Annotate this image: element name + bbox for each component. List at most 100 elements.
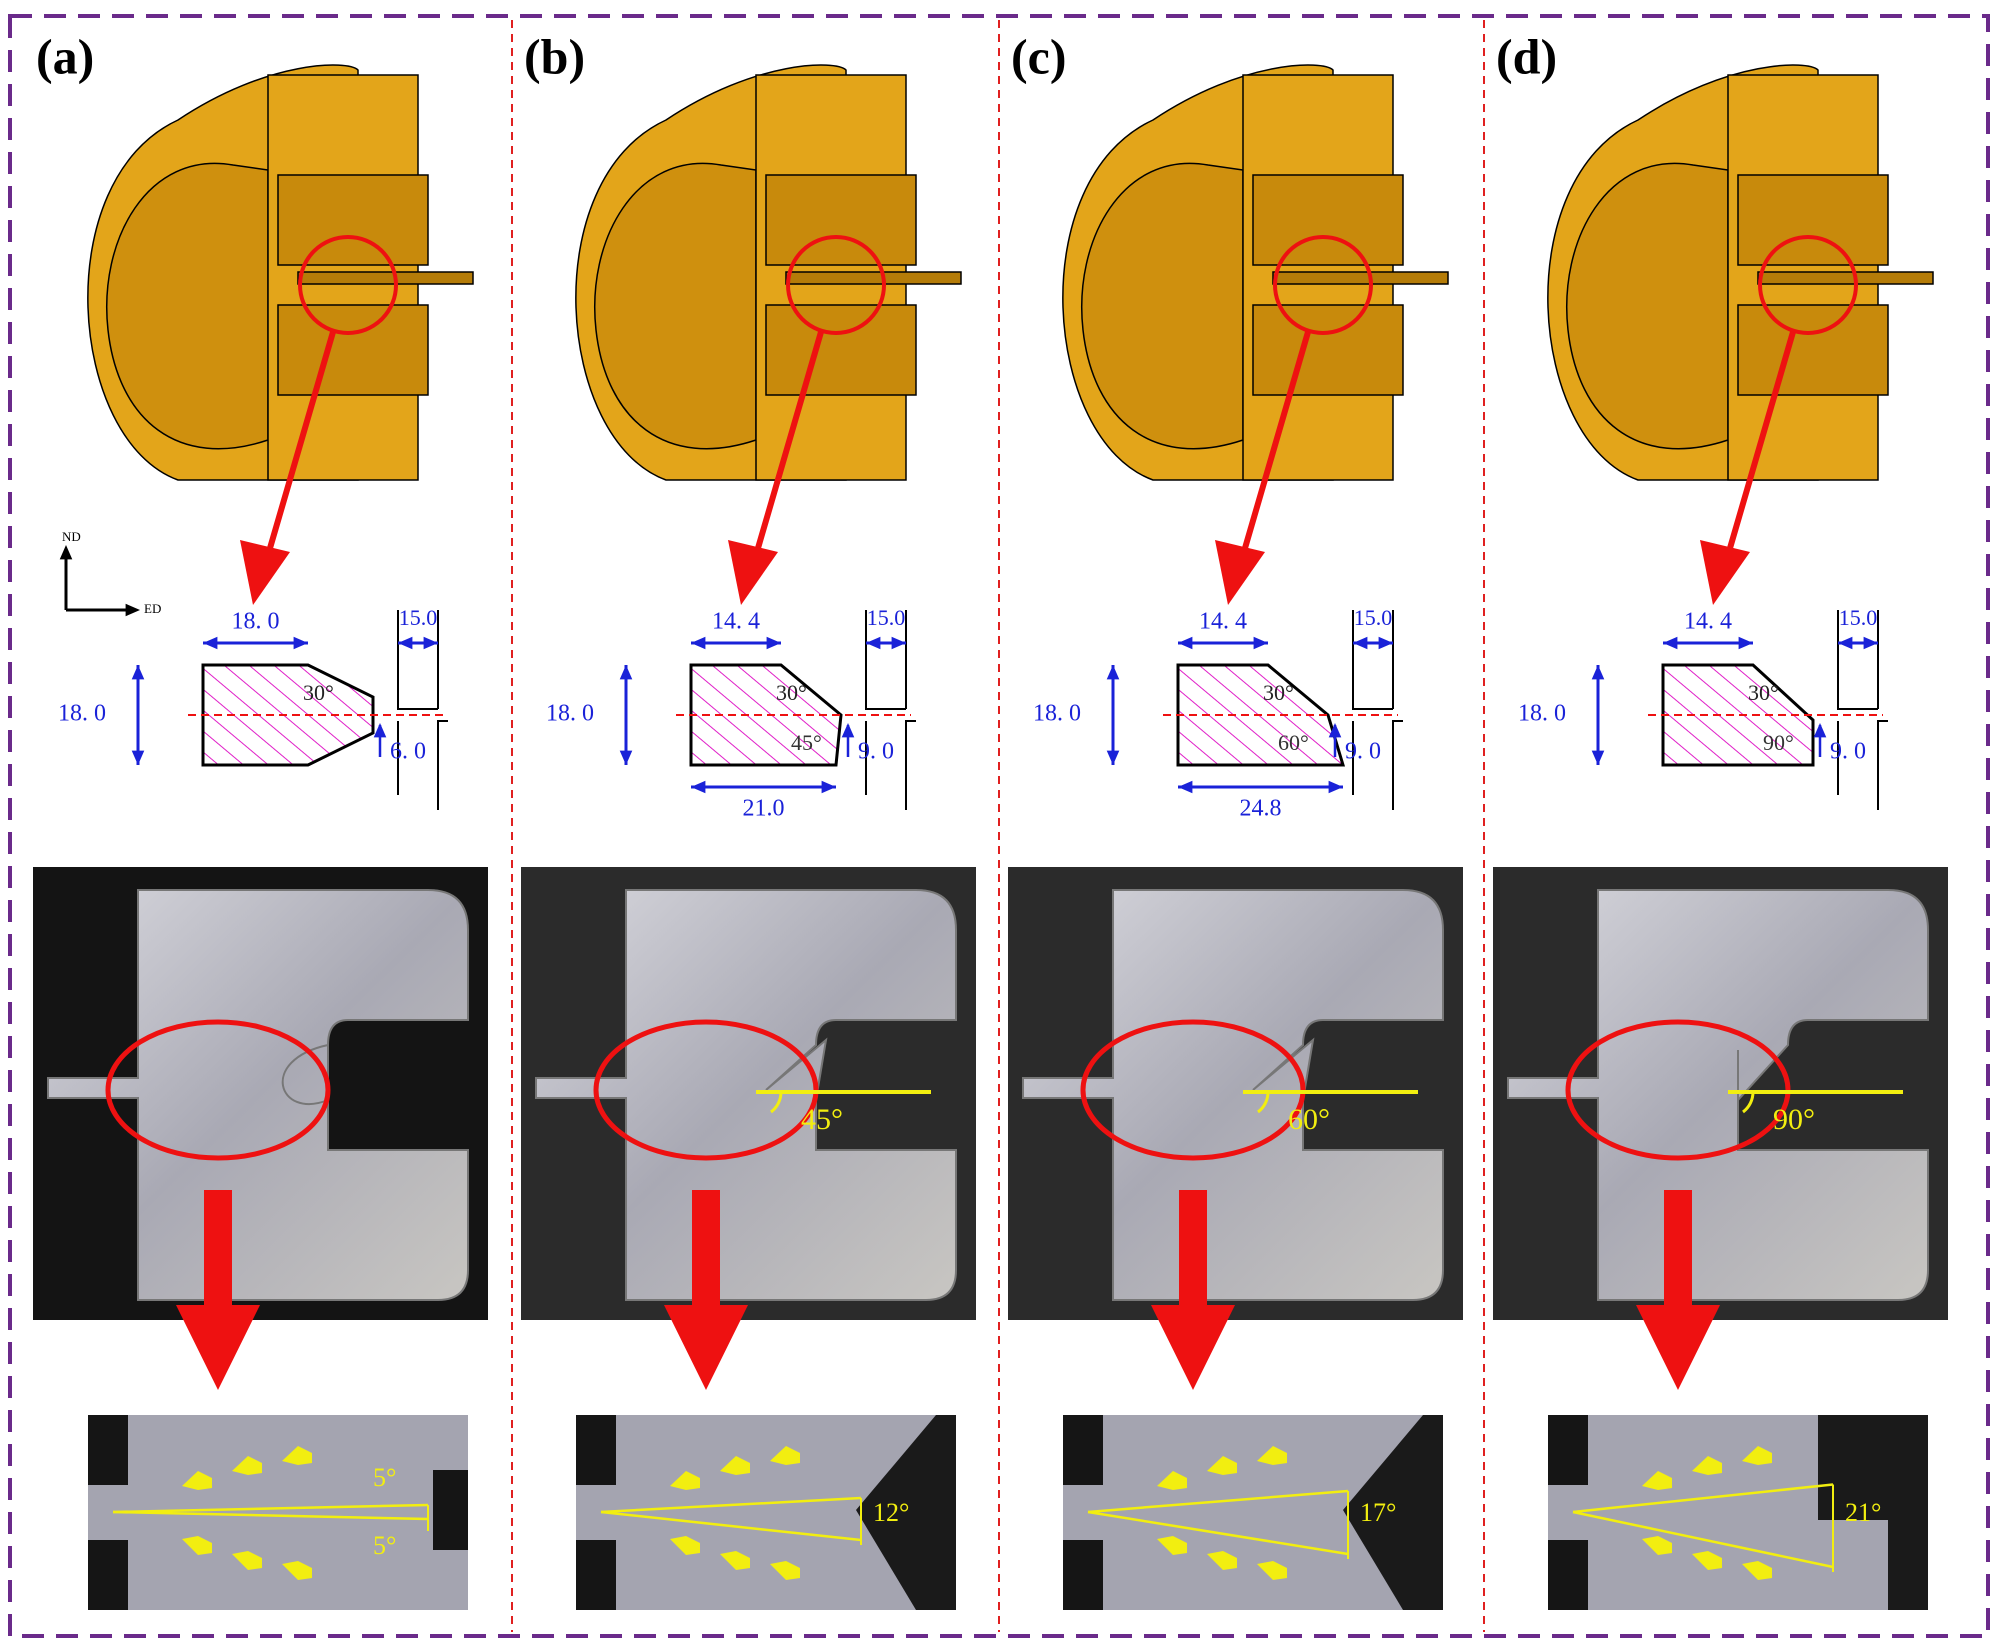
arrow-head	[1106, 665, 1120, 680]
flow-arrow	[720, 1456, 750, 1475]
arrow-head	[131, 665, 145, 680]
pointer-arrow	[753, 331, 824, 556]
angle-label: 21°	[1845, 1498, 1881, 1527]
specimen	[47, 889, 469, 1301]
deformed-zone	[201, 663, 375, 767]
flow-line	[1087, 1489, 1349, 1514]
angle-label: 5°	[373, 1531, 396, 1560]
flow-arrow	[770, 1561, 800, 1580]
flow-line	[1087, 1510, 1349, 1556]
arrow-head	[1863, 636, 1878, 650]
die-cavity	[106, 162, 269, 450]
arrow-head	[1591, 665, 1605, 680]
angle-label: 5°	[373, 1463, 396, 1492]
specimen-photo: 60°	[1008, 867, 1463, 1320]
specimen	[535, 889, 957, 1301]
angle-label: 30°	[303, 680, 334, 705]
deformed-zone	[1661, 663, 1815, 767]
zoom-photo: 17°	[1063, 1415, 1443, 1610]
die-wall	[1392, 720, 1403, 810]
dim-label: 15.0	[1839, 605, 1878, 630]
specimen-photo: 45°	[521, 867, 976, 1320]
arrow-head	[1663, 636, 1678, 650]
arrow-head	[691, 780, 706, 794]
flow-arrow	[670, 1536, 700, 1555]
flow-arrow	[770, 1446, 800, 1465]
dim-label: 15.0	[867, 605, 906, 630]
pointer-arrow-head	[1215, 540, 1265, 605]
arrow-head	[1353, 636, 1368, 650]
die-model	[1547, 64, 1934, 605]
flow-arrow	[1692, 1456, 1722, 1475]
arrow-head	[131, 750, 145, 765]
arrow-head	[691, 636, 706, 650]
panel: (d) 14. 4 18. 0 15.0 9. 0 30° 90° 90° 21°	[1493, 28, 1948, 1610]
panel: (a) ND ED 18. 0 18. 0 15.0 6. 0 30° 5° 5°	[33, 28, 488, 1610]
schematic: 18. 0 18. 0 15.0 6. 0 30°	[58, 605, 448, 810]
angle-arc	[1257, 1091, 1270, 1114]
dim-label: 9. 0	[1830, 739, 1866, 765]
panel-label: (b)	[524, 28, 585, 84]
dim-label: 15.0	[1354, 605, 1393, 630]
arrow-head	[1178, 780, 1193, 794]
dim-label: 9. 0	[1345, 739, 1381, 765]
arrow-head	[1738, 636, 1753, 650]
zoom-die	[856, 1415, 956, 1610]
flow-arrow	[282, 1561, 312, 1580]
axis-label: ED	[144, 601, 161, 616]
die-slot	[765, 304, 917, 396]
angle-label: 45°	[791, 730, 822, 755]
angle-arc	[1742, 1091, 1755, 1114]
angle-label: 17°	[1360, 1498, 1396, 1527]
highlight-circle	[786, 235, 886, 335]
flow-arrow	[1207, 1551, 1237, 1570]
arrow-head	[619, 750, 633, 765]
flow-arrow	[182, 1471, 212, 1490]
arrow-head	[891, 636, 906, 650]
arrow-head	[866, 636, 881, 650]
dim-label: 24.8	[1240, 796, 1282, 822]
deformed-zone	[689, 663, 843, 767]
die-slot	[1737, 174, 1889, 266]
panel-label: (d)	[1496, 28, 1557, 84]
flow-arrow	[1692, 1551, 1722, 1570]
flow-arrow	[1207, 1456, 1237, 1475]
arrow-head	[1178, 636, 1193, 650]
die-channel	[1272, 271, 1449, 285]
die-channel	[297, 271, 474, 285]
flow-arrow	[282, 1446, 312, 1465]
dim-label: 6. 0	[390, 739, 426, 765]
dim-label: 14. 4	[1199, 609, 1247, 635]
dim-label: 18. 0	[1033, 701, 1081, 727]
flow-arrow	[1257, 1446, 1287, 1465]
dim-label: 18. 0	[1518, 701, 1566, 727]
schematic: 14. 4 18. 0 15.0 9. 0 30° 45° 21.0	[546, 605, 916, 822]
arrow-head	[766, 636, 781, 650]
axis-label: ND	[62, 529, 81, 544]
outer-border	[8, 14, 1990, 1638]
angle-label: 90°	[1773, 1103, 1815, 1136]
zoom-notch	[1063, 1415, 1103, 1485]
specimen-photo	[33, 867, 488, 1320]
arrow-head	[1813, 723, 1827, 738]
die-wall	[905, 720, 916, 810]
angle-label: 60°	[1288, 1103, 1330, 1136]
die-channel	[1757, 271, 1934, 285]
die-slot	[1737, 304, 1889, 396]
block-arrow	[664, 1190, 748, 1390]
zoom-notch	[576, 1415, 616, 1485]
pointer-arrow-head	[1700, 540, 1750, 605]
arrow-head	[1106, 750, 1120, 765]
arrow-head	[1328, 723, 1342, 738]
angle-arc	[770, 1091, 783, 1114]
dim-label: 14. 4	[1684, 609, 1732, 635]
die-cavity	[594, 162, 757, 450]
arrow-head	[423, 636, 438, 650]
arrow-head	[1328, 780, 1343, 794]
die-slot	[1252, 304, 1404, 396]
zoom-notch	[433, 1470, 468, 1550]
dim-label: 14. 4	[712, 609, 760, 635]
dim-label: 18. 0	[232, 609, 280, 635]
pointer-arrow	[265, 331, 336, 556]
